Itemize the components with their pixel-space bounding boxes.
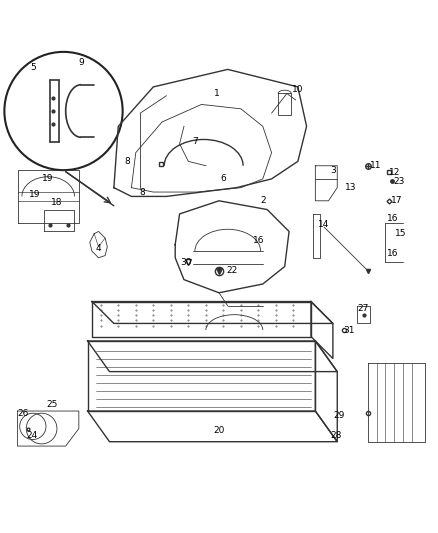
Text: 8: 8	[124, 157, 130, 166]
Text: 23: 23	[394, 177, 405, 187]
Text: 2: 2	[260, 196, 265, 205]
Text: 19: 19	[29, 190, 41, 199]
Text: 16: 16	[387, 214, 398, 223]
Text: 15: 15	[395, 229, 406, 238]
Text: 3: 3	[330, 166, 336, 175]
Text: 18: 18	[51, 198, 63, 207]
Text: 26: 26	[17, 409, 28, 418]
Text: 5: 5	[30, 63, 36, 72]
Text: 31: 31	[344, 326, 355, 335]
Text: 25: 25	[46, 400, 57, 409]
Text: 6: 6	[220, 174, 226, 183]
Text: 14: 14	[318, 220, 330, 229]
Text: 29: 29	[333, 411, 344, 420]
Text: 22: 22	[226, 266, 238, 276]
Text: 24: 24	[26, 431, 37, 440]
Text: 10: 10	[292, 85, 304, 94]
Text: 13: 13	[345, 183, 356, 192]
Text: 16: 16	[253, 236, 264, 245]
Text: 11: 11	[370, 161, 381, 170]
Text: 19: 19	[42, 174, 54, 183]
Text: 1: 1	[214, 89, 220, 98]
Text: 9: 9	[78, 58, 84, 67]
Text: 7: 7	[192, 137, 198, 146]
Text: 16: 16	[387, 249, 398, 258]
Text: 20: 20	[213, 426, 225, 435]
Text: 30: 30	[180, 257, 192, 266]
Text: 12: 12	[389, 168, 400, 177]
Text: 4: 4	[96, 245, 101, 254]
Text: 17: 17	[391, 196, 402, 205]
Text: 28: 28	[331, 431, 342, 440]
Text: 8: 8	[139, 188, 145, 197]
Text: 27: 27	[358, 304, 369, 313]
